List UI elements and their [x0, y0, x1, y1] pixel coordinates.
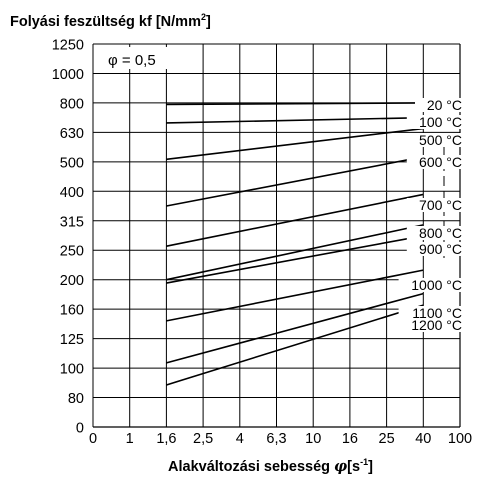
series-label-bg	[398, 278, 462, 292]
series-label: 500 °C	[419, 132, 462, 148]
series-line	[166, 102, 424, 106]
x-tick-label: 40	[415, 431, 431, 447]
series-label-bg	[406, 198, 462, 212]
series-line	[166, 193, 424, 247]
series-label: 20 °C	[427, 97, 462, 113]
series-line	[166, 116, 424, 124]
y-tick-label: 0	[76, 421, 84, 437]
series-label-bg	[415, 98, 462, 112]
x-tick-label: 4	[236, 431, 244, 447]
series-line	[166, 156, 424, 207]
y-tick-label: 500	[60, 155, 84, 171]
series-label: 100 °C	[419, 114, 462, 130]
series-label: 1100 °C	[412, 305, 462, 321]
x-tick-label: 6,3	[266, 431, 286, 447]
x-tick-label: 10	[305, 431, 321, 447]
x-tick-label: 1	[126, 431, 134, 447]
x-tick-label: 2,5	[193, 431, 213, 447]
series-label-bg	[406, 155, 462, 169]
series-label: 600 °C	[419, 154, 462, 170]
y-tick-label: 200	[60, 273, 84, 289]
series-label-bg	[398, 318, 462, 332]
series-label-bg	[406, 133, 462, 147]
y-tick-label: 250	[60, 244, 84, 260]
y-tick-label: 1250	[52, 38, 84, 54]
y-tick-label: 80	[68, 391, 84, 407]
x-tick-label: 0	[89, 431, 97, 447]
series-line	[166, 269, 424, 322]
series-label: 700 °C	[419, 197, 462, 213]
series-label: 1000 °C	[411, 277, 462, 293]
y-tick-label: 1000	[52, 67, 84, 83]
series-label-bg	[406, 242, 462, 256]
series-line	[166, 224, 424, 281]
series-label-bg	[406, 115, 462, 129]
series-line	[166, 304, 424, 386]
x-tick-label: 100	[448, 431, 472, 447]
y-tick-label: 800	[60, 96, 84, 112]
annotation-background	[96, 47, 176, 69]
series-label: 800 °C	[419, 225, 462, 241]
x-tick-labels: 0 1 1,6 2,5 4 6,3 10 16 25 40 100	[89, 431, 472, 447]
x-tick-label: 16	[342, 431, 358, 447]
y-tick-label: 315	[60, 214, 84, 230]
x-tick-label: 1,6	[156, 431, 176, 447]
y-tick-label: 100	[60, 362, 84, 378]
y-tick-label: 160	[60, 303, 84, 319]
series-line	[166, 127, 424, 161]
series-label: 900 °C	[419, 241, 462, 257]
chart-title: Folyási feszültség kf [N/mm2]	[10, 12, 211, 30]
x-tick-label: 25	[379, 431, 395, 447]
series-label-bg	[406, 226, 462, 240]
phi-annotation: φ = 0,5	[108, 52, 156, 69]
series-line	[166, 234, 424, 284]
series-label-bg	[398, 306, 462, 320]
series-label: 1200 °C	[411, 317, 462, 333]
y-tick-label: 125	[60, 332, 84, 348]
series-lines	[166, 102, 424, 386]
y-tick-label: 630	[60, 126, 84, 142]
x-axis-label: Alakváltozási sebesség φ[s-1]	[168, 457, 373, 475]
y-tick-label: 400	[60, 185, 84, 201]
series-line	[166, 292, 424, 364]
grid	[92, 43, 461, 428]
y-tick-labels: 0 80 100 125 160 200 250 315 400 500 630 800 1000 125…	[52, 38, 84, 437]
